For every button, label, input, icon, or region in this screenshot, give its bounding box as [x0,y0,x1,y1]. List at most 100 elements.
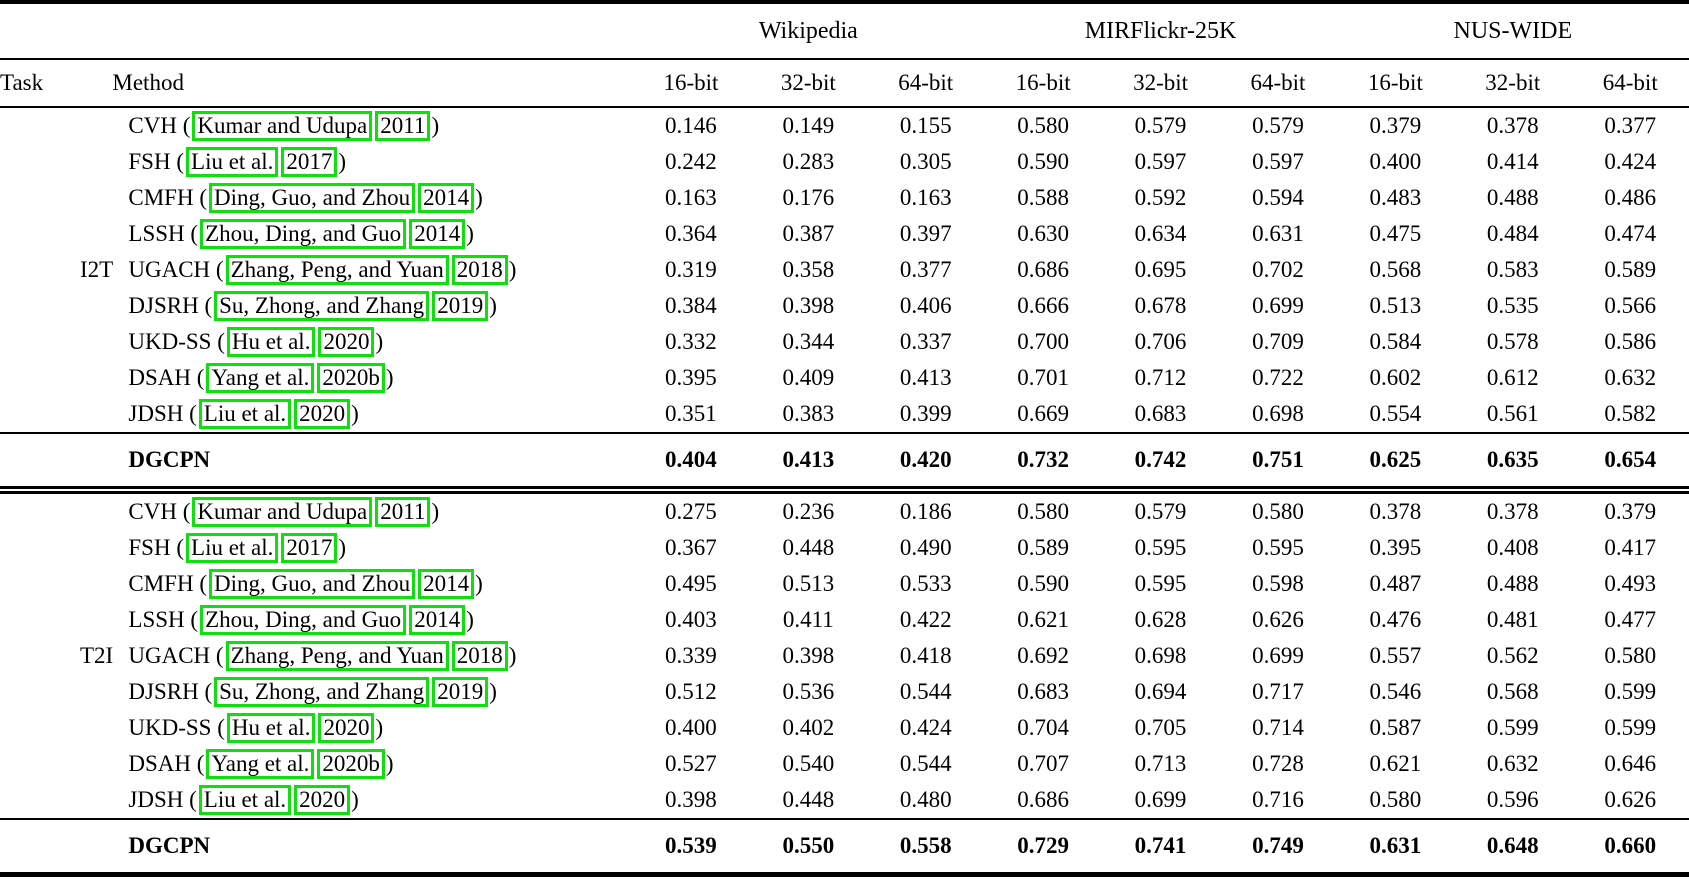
citation-link-year[interactable]: 2018 [451,255,508,285]
map-value: 0.540 [782,751,835,776]
map-value: 0.358 [782,257,835,282]
open-paren: ( [210,643,224,668]
bit-column-header-nuswide-16: 16-bit [1336,59,1455,108]
citation-link-year[interactable]: 2020 [318,327,375,357]
map-value: 0.702 [1252,257,1304,282]
section-i2t-methods: I2T CVH (Kumar and Udupa 2011) 0.146 0.149 0.… [0,107,1689,433]
method-row-i2t-cvh: I2T CVH (Kumar and Udupa 2011) 0.146 0.149 0.… [0,107,1689,282]
citation-link-year[interactable]: 2017 [281,533,338,563]
citation-link-author[interactable]: Su, Zhong, and Zhang [214,291,430,321]
close-paren: ) [375,329,384,354]
map-value: 0.422 [899,607,952,632]
dataset-header-row: Wikipedia MIRFlickr-25K NUS-WIDE [0,2,1689,60]
citation-link-author[interactable]: Liu et al. [186,533,279,563]
map-value: 0.378 [1486,499,1539,524]
citation-link-year[interactable]: 2018 [451,641,508,671]
citation-link-author[interactable]: Zhang, Peng, and Yuan [225,641,449,671]
citation-link-year[interactable]: 2019 [432,677,489,707]
map-value: 0.146 [665,113,717,138]
citation-link-author[interactable]: Kumar and Udupa [192,497,373,527]
map-value: 0.578 [1486,329,1539,354]
map-value: 0.586 [1604,329,1657,354]
method-name-cell: DSAH (Yang et al. 2020b) [112,360,632,396]
method-row-t2i-cvh: T2I CVH (Kumar and Udupa 2011) 0.275 0.236 0.… [0,490,1689,668]
method-name-cell: DSAH (Yang et al. 2020b) [112,746,632,782]
citation-link-author[interactable]: Ding, Guo, and Zhou [209,569,416,599]
map-value: 0.626 [1252,607,1304,632]
citation-link-author[interactable]: Ding, Guo, and Zhou [209,183,416,213]
method-name-cell: UKD-SS (Hu et al. 2020) [112,710,632,746]
citation-link-author[interactable]: Zhang, Peng, and Yuan [225,255,449,285]
map-value: 0.713 [1134,751,1187,776]
method-name-cell: CVH (Kumar and Udupa 2011) [112,107,632,144]
citation-link-year[interactable]: 2017 [281,147,338,177]
citation-link-year[interactable]: 2020 [294,399,351,429]
map-value: 0.557 [1369,643,1422,668]
citation-link-year[interactable]: 2014 [409,605,466,635]
map-value: 0.305 [899,149,952,174]
citation-link-author[interactable]: Yang et al. [206,363,315,393]
map-value: 0.402 [782,715,835,740]
citation-link-author[interactable]: Zhou, Ding, and Guo [200,219,407,249]
citation-link-author[interactable]: Su, Zhong, and Zhang [214,677,430,707]
citation-link-author[interactable]: Liu et al. [198,785,292,815]
citation-link-year[interactable]: 2020b [317,749,385,779]
citation-link-year[interactable]: 2014 [418,569,475,599]
citation-link-author[interactable]: Hu et al. [226,713,316,743]
bit-column-header-mirflickr-64: 64-bit [1219,59,1337,108]
dgcpn-map-value: 0.660 [1571,818,1689,875]
map-value: 0.275 [665,499,717,524]
citation-link-author[interactable]: Liu et al. [198,399,292,429]
method-column-header: Method [112,59,633,108]
map-value: 0.448 [782,787,835,812]
map-value: 0.562 [1486,643,1539,668]
citation-link-year[interactable]: 2019 [432,291,489,321]
map-value: 0.163 [665,185,717,210]
citation-link-year[interactable]: 2011 [375,497,431,527]
section-t2i-methods: T2I CVH (Kumar and Udupa 2011) 0.275 0.236 0.… [0,490,1689,819]
citation-link-author[interactable]: Yang et al. [206,749,315,779]
map-value: 0.580 [1604,643,1657,668]
dgcpn-map-value: 0.732 [984,432,1102,494]
open-paren: ( [210,257,224,282]
map-value: 0.493 [1604,571,1657,596]
citation-link-author[interactable]: Liu et al. [186,147,279,177]
citation-link-year[interactable]: 2014 [418,183,475,213]
map-value: 0.414 [1486,149,1539,174]
method-row-t2i-ugach: UGACH (Zhang, Peng, and Yuan 2018) 0.339 0.… [0,638,1689,674]
citation-link-author[interactable]: Kumar and Udupa [192,111,373,141]
map-value: 0.683 [1017,679,1070,704]
citation-link-year[interactable]: 2011 [375,111,431,141]
citation-link-year[interactable]: 2020 [294,785,351,815]
map-value: 0.379 [1604,499,1657,524]
close-paren: ) [466,221,474,246]
bit-column-header-mirflickr-32: 32-bit [1101,59,1220,108]
method-name: LSSH [128,221,185,246]
column-header-row: Task Method 16-bit 32-bit 64-bit 16-bit … [0,59,1689,108]
map-value: 0.579 [1252,113,1304,138]
method-row-t2i-cmfh: CMFH (Ding, Guo, and Zhou 2014) 0.495 0.513… [0,566,1689,602]
citation-link-year[interactable]: 2020b [317,363,385,393]
map-value: 0.699 [1252,293,1304,318]
citation-link-year[interactable]: 2014 [409,219,466,249]
close-paren: ) [375,715,384,740]
map-value: 0.596 [1486,787,1539,812]
citation-link-year[interactable]: 2020 [318,713,375,743]
dgcpn-map-value: 0.751 [1219,432,1337,494]
bit-column-header-wikipedia-32: 32-bit [749,59,868,108]
map-value: 0.377 [899,257,952,282]
map-value: 0.588 [1017,185,1070,210]
map-value: 0.411 [782,607,834,632]
map-value: 0.579 [1134,113,1187,138]
map-value: 0.379 [1369,113,1422,138]
map-value: 0.632 [1604,365,1657,390]
map-value: 0.544 [899,751,952,776]
citation-link-author[interactable]: Hu et al. [226,327,316,357]
citation-link-author[interactable]: Zhou, Ding, and Guo [200,605,407,635]
dgcpn-map-value: 0.742 [1101,432,1220,494]
map-value: 0.400 [1369,149,1422,174]
map-value: 0.699 [1252,643,1304,668]
close-paren: ) [475,571,483,596]
map-value: 0.704 [1017,715,1070,740]
